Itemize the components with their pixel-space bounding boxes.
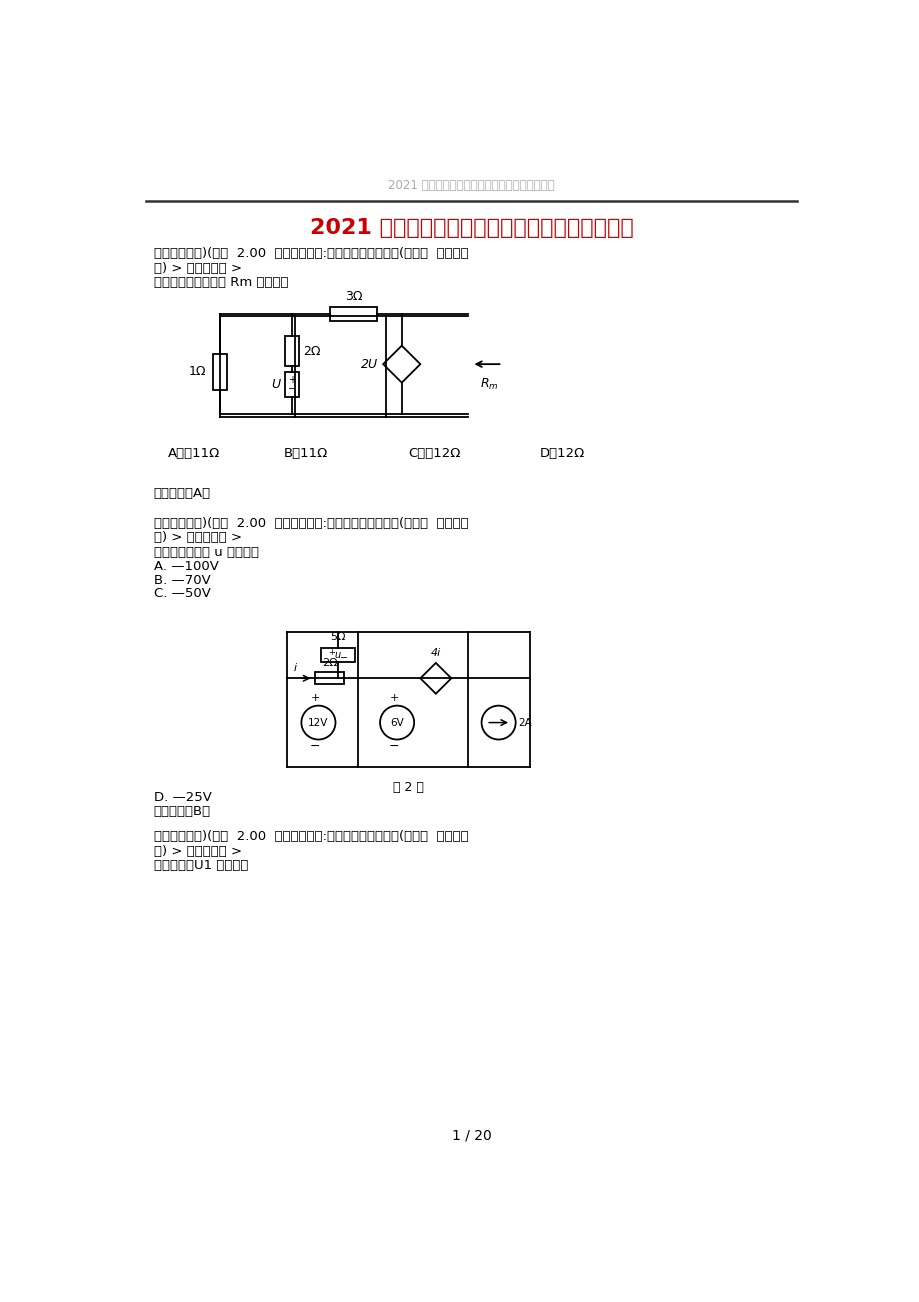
Text: +: + xyxy=(288,375,295,385)
Text: C．－12Ω: C．－12Ω xyxy=(407,448,460,461)
Text: A. —100V: A. —100V xyxy=(153,560,219,573)
Text: +: + xyxy=(328,648,335,658)
Text: 题) > 单项选择题 >: 题) > 单项选择题 > xyxy=(153,845,242,858)
Text: 2Ω: 2Ω xyxy=(322,658,337,668)
Text: D. —25V: D. —25V xyxy=(153,790,211,803)
Bar xyxy=(212,354,226,389)
Text: −: − xyxy=(340,652,347,663)
Bar xyxy=(321,648,355,663)
Text: B．11Ω: B．11Ω xyxy=(284,448,328,461)
Text: −: − xyxy=(310,741,320,754)
Text: $R_m$: $R_m$ xyxy=(480,376,498,392)
Text: 2021 年注册电气工程师《供配电专业》基础真题: 2021 年注册电气工程师《供配电专业》基础真题 xyxy=(388,178,554,191)
Bar xyxy=(314,672,344,685)
Text: 3Ω: 3Ω xyxy=(345,290,362,303)
Text: 2Ω: 2Ω xyxy=(303,345,321,358)
Text: （单项选择题)(每题  2.00  分）题目分类:未按章节分类的试题(如真题  模拟预测: （单项选择题)(每题 2.00 分）题目分类:未按章节分类的试题(如真题 模拟预… xyxy=(153,247,468,260)
Circle shape xyxy=(301,706,335,740)
Bar xyxy=(330,307,377,322)
Text: −: − xyxy=(288,384,295,395)
Text: 如图所示，U1 为（）。: 如图所示，U1 为（）。 xyxy=(153,859,248,872)
Text: D．12Ω: D．12Ω xyxy=(539,448,584,461)
Text: （单项选择题)(每题  2.00  分）题目分类:未按章节分类的试题(如真题  模拟预测: （单项选择题)(每题 2.00 分）题目分类:未按章节分类的试题(如真题 模拟预… xyxy=(153,829,468,842)
Text: +: + xyxy=(311,694,320,703)
Text: 正确答案：B，: 正确答案：B， xyxy=(153,806,210,819)
Text: 1 / 20: 1 / 20 xyxy=(451,1129,491,1143)
Text: 5Ω: 5Ω xyxy=(330,631,346,642)
Text: 题) > 单项选择题 >: 题) > 单项选择题 > xyxy=(153,262,242,275)
Text: A．－11Ω: A．－11Ω xyxy=(167,448,220,461)
Polygon shape xyxy=(382,345,420,383)
Text: 图中电路的输人电阻 Rm 为（）。: 图中电路的输人电阻 Rm 为（）。 xyxy=(153,276,288,289)
Text: i: i xyxy=(293,663,296,673)
Text: 2U: 2U xyxy=(361,358,378,371)
Text: −: − xyxy=(389,741,399,754)
Bar xyxy=(284,336,299,366)
Text: 如图所示，电压 u 为（）。: 如图所示，电压 u 为（）。 xyxy=(153,546,258,559)
Text: U: U xyxy=(271,378,279,391)
Circle shape xyxy=(481,706,516,740)
Text: 6V: 6V xyxy=(390,717,403,728)
Polygon shape xyxy=(420,663,451,694)
Text: 题 2 图: 题 2 图 xyxy=(392,781,424,794)
Text: 正确答案：A，: 正确答案：A， xyxy=(153,487,210,500)
Text: 1Ω: 1Ω xyxy=(188,366,206,379)
Text: B. —70V: B. —70V xyxy=(153,574,210,587)
Text: 12V: 12V xyxy=(308,717,328,728)
Text: +: + xyxy=(389,694,398,703)
Text: 2A: 2A xyxy=(517,717,531,728)
Text: C. —50V: C. —50V xyxy=(153,587,210,600)
Text: 4i: 4i xyxy=(430,648,440,659)
Text: （单项选择题)(每题  2.00  分）题目分类:未按章节分类的试题(如真题  模拟预测: （单项选择题)(每题 2.00 分）题目分类:未按章节分类的试题(如真题 模拟预… xyxy=(153,517,468,530)
Circle shape xyxy=(380,706,414,740)
Text: 题) > 单项选择题 >: 题) > 单项选择题 > xyxy=(153,531,242,544)
Bar xyxy=(284,372,299,397)
Text: 2021 年注册电气工程师《供配电专业》基础真题: 2021 年注册电气工程师《供配电专业》基础真题 xyxy=(310,217,632,238)
Text: u: u xyxy=(335,650,341,660)
